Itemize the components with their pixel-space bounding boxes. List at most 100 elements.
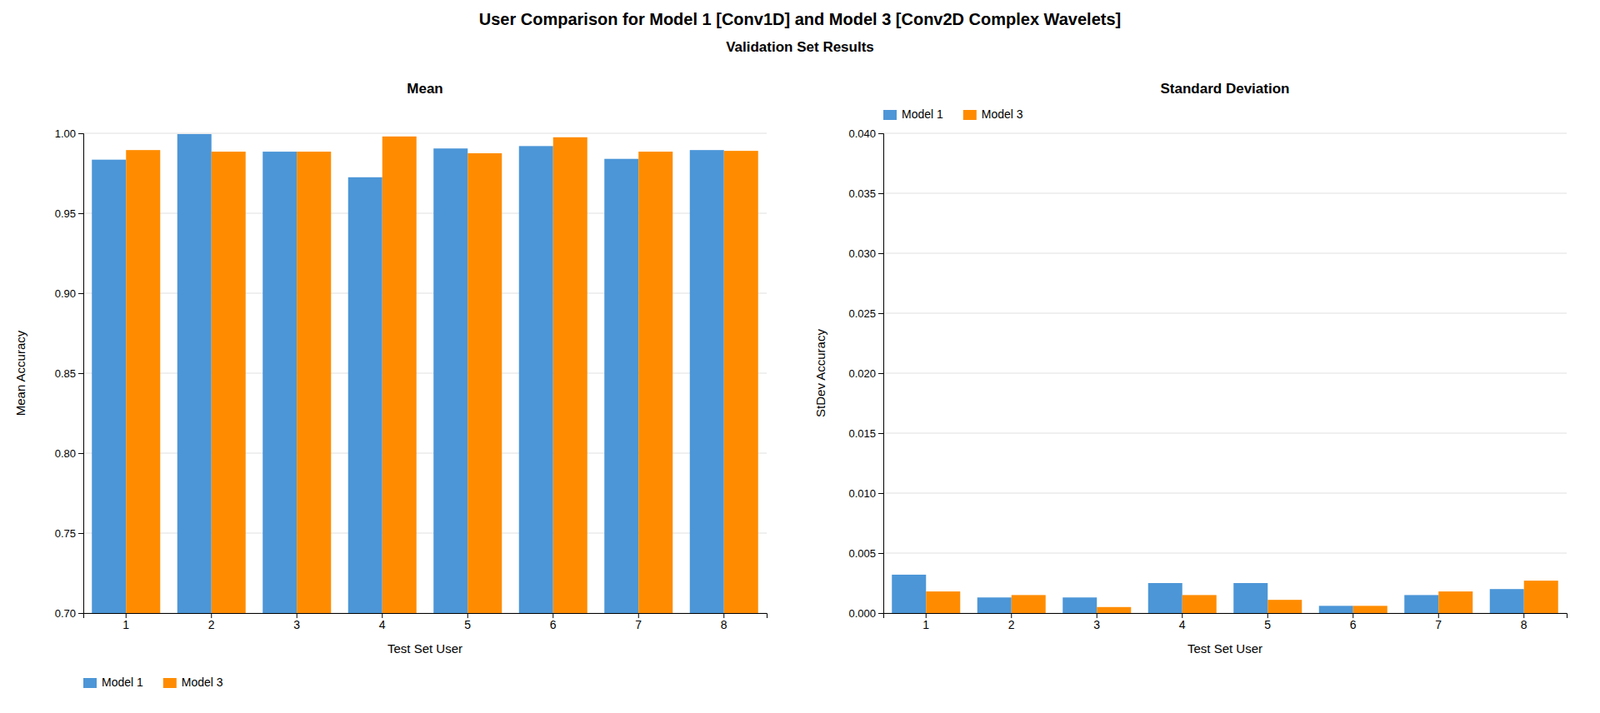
- legend-item: Model 1: [83, 675, 144, 690]
- y-tick-label: 0.000: [848, 607, 876, 620]
- bar: [1524, 580, 1559, 614]
- x-tick-label: 2: [1008, 618, 1015, 632]
- x-tick: 1: [122, 613, 130, 632]
- x-axis-title: Test Set User: [1187, 641, 1263, 656]
- y-tick: 0.75: [55, 527, 84, 540]
- y-tick-label: 0.015: [848, 427, 876, 440]
- bar: [638, 151, 673, 614]
- y-tick-mark: [878, 613, 884, 615]
- y-tick-mark: [878, 253, 884, 255]
- y-tick-label: 0.80: [55, 447, 76, 460]
- y-tick-mark: [878, 373, 884, 375]
- bar: [1011, 595, 1046, 614]
- bars: [891, 575, 1559, 614]
- grid: [83, 133, 767, 614]
- bar-series: [925, 580, 1559, 614]
- y-axis-title: Mean Accuracy: [13, 330, 28, 416]
- legend-item: Model 3: [963, 107, 1024, 121]
- y-tick-label: 0.020: [848, 367, 876, 380]
- axis-line: [884, 614, 1568, 620]
- y-tick: 0.80: [55, 447, 84, 460]
- x-tick-label: 6: [1350, 618, 1357, 632]
- grid-line: [883, 313, 1567, 315]
- legend-swatch: [883, 110, 897, 120]
- y-tick: 0.95: [55, 207, 84, 220]
- y-axis-title: StDev Accuracy: [813, 329, 828, 418]
- grid-line: [883, 433, 1567, 435]
- x-tick-label: 4: [1179, 618, 1186, 632]
- panel-title: Mean: [406, 80, 443, 97]
- y-tick-mark: [78, 373, 84, 375]
- grid: [883, 133, 1567, 614]
- bar: [262, 151, 297, 614]
- panel-title: Standard Deviation: [1160, 80, 1290, 97]
- y-tick-mark: [878, 433, 884, 435]
- y-tick-mark: [78, 133, 84, 135]
- bar: [1096, 607, 1131, 614]
- y-tick-label: 0.005: [848, 547, 876, 560]
- x-tick-label: 8: [720, 618, 728, 632]
- y-tick: 0.85: [55, 367, 84, 380]
- bar: [891, 575, 926, 614]
- y-tick-mark: [878, 313, 884, 315]
- y-tick-mark: [78, 293, 84, 295]
- y-tick-label: 0.90: [55, 287, 76, 300]
- bar: [1062, 597, 1097, 614]
- y-tick: 0.005: [848, 547, 884, 560]
- bar: [1404, 595, 1439, 614]
- y-tick-label: 0.85: [55, 367, 76, 380]
- legend: Model 1Model 3: [883, 107, 1024, 121]
- y-tick-label: 0.70: [55, 607, 76, 620]
- bar: [1438, 591, 1473, 614]
- bar: [1353, 605, 1388, 614]
- x-tick: 2: [1008, 613, 1015, 632]
- x-axis: 1 2 3 4 5 6 7 8: [884, 613, 1568, 632]
- y-tick-mark: [78, 453, 84, 455]
- y-tick-label: 0.025: [848, 307, 876, 320]
- y-axis: 0.70 0.75 0.80 0.85 0.90 0.95 1.00: [55, 127, 85, 620]
- x-tick: 4: [379, 613, 386, 632]
- bar: [125, 150, 160, 614]
- panel: 0.700.750.800.850.900.951.0012345678Mean…: [13, 80, 768, 690]
- x-tick-label: 7: [635, 618, 642, 632]
- y-tick: 0.025: [848, 307, 884, 320]
- y-tick: 0.040: [848, 127, 884, 140]
- x-tick-label: 6: [550, 618, 557, 632]
- x-tick: 4: [1179, 613, 1186, 632]
- x-tick: 7: [1435, 613, 1442, 632]
- x-tick: 6: [550, 613, 557, 632]
- x-tick-label: 5: [1264, 618, 1271, 632]
- bar-series: [891, 575, 1525, 614]
- legend-label: Model 3: [981, 107, 1024, 121]
- bar: [604, 159, 639, 614]
- x-tick: 3: [1093, 613, 1100, 632]
- bar: [1319, 605, 1354, 614]
- bar: [977, 597, 1012, 614]
- y-tick-mark: [78, 213, 84, 215]
- x-axis: 12345678: [84, 613, 768, 632]
- y-tick-label: 1.00: [55, 127, 76, 140]
- legend-swatch: [83, 678, 97, 689]
- x-tick: 1: [922, 613, 930, 632]
- x-tick: 6: [1350, 613, 1357, 632]
- bars: [91, 134, 759, 614]
- legend-swatch: [963, 110, 977, 120]
- figure-subtitle: Validation Set Results: [725, 39, 875, 55]
- legend: Model 1Model 3: [83, 675, 224, 690]
- y-tick-mark: [878, 133, 884, 135]
- bar: [382, 136, 417, 614]
- x-tick: 7: [635, 613, 642, 632]
- bar: [553, 137, 588, 614]
- x-tick-label: 4: [379, 618, 386, 632]
- bar: [177, 134, 212, 614]
- y-tick: 0.030: [848, 247, 884, 260]
- x-tick: 8: [1520, 613, 1528, 632]
- bar: [690, 150, 725, 614]
- axis-line: [84, 614, 768, 620]
- bar: [1182, 595, 1217, 614]
- y-tick-label: 0.040: [848, 127, 876, 140]
- panel: 0.0000.0050.0100.0150.0200.0250.0300.035…: [813, 80, 1568, 656]
- y-tick-mark: [78, 533, 84, 535]
- y-tick: 0.010: [848, 487, 884, 500]
- legend-swatch: [163, 678, 177, 689]
